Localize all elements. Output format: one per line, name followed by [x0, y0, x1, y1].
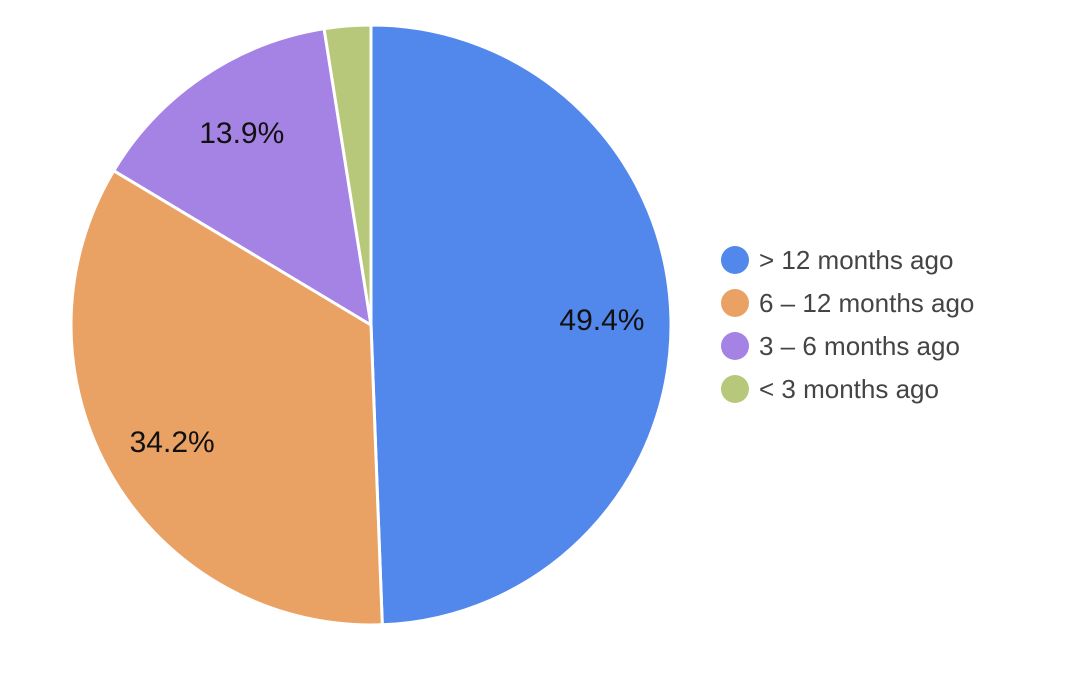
- pie-slices: [69, 23, 673, 627]
- pie-slice-4: [322, 23, 373, 327]
- legend-swatch-2: [721, 289, 749, 317]
- legend-item-3: 3 – 6 months ago: [721, 331, 960, 361]
- pie-slice-2: [69, 169, 384, 627]
- legend: > 12 months ago 6 – 12 months ago 3 – 6 mo…: [721, 245, 974, 404]
- legend-label-1: > 12 months ago: [759, 245, 953, 275]
- legend-swatch-3: [721, 332, 749, 360]
- pie-data-label-1: 49.4%: [559, 304, 644, 337]
- legend-item-4: < 3 months ago: [721, 374, 939, 404]
- pie-slice-3: [112, 27, 373, 327]
- legend-swatch-4: [721, 375, 749, 403]
- legend-item-2: 6 – 12 months ago: [721, 288, 974, 318]
- legend-label-4: < 3 months ago: [759, 374, 939, 404]
- legend-swatch-1: [721, 246, 749, 274]
- legend-label-2: 6 – 12 months ago: [759, 288, 974, 318]
- pie-data-label-2: 34.2%: [130, 426, 215, 459]
- pie-slice-1: [369, 23, 673, 627]
- pie-data-label-3: 13.9%: [199, 117, 284, 150]
- pie-data-labels: 49.4% 34.2% 13.9%: [130, 117, 645, 459]
- legend-label-3: 3 – 6 months ago: [759, 331, 960, 361]
- legend-item-1: > 12 months ago: [721, 245, 953, 275]
